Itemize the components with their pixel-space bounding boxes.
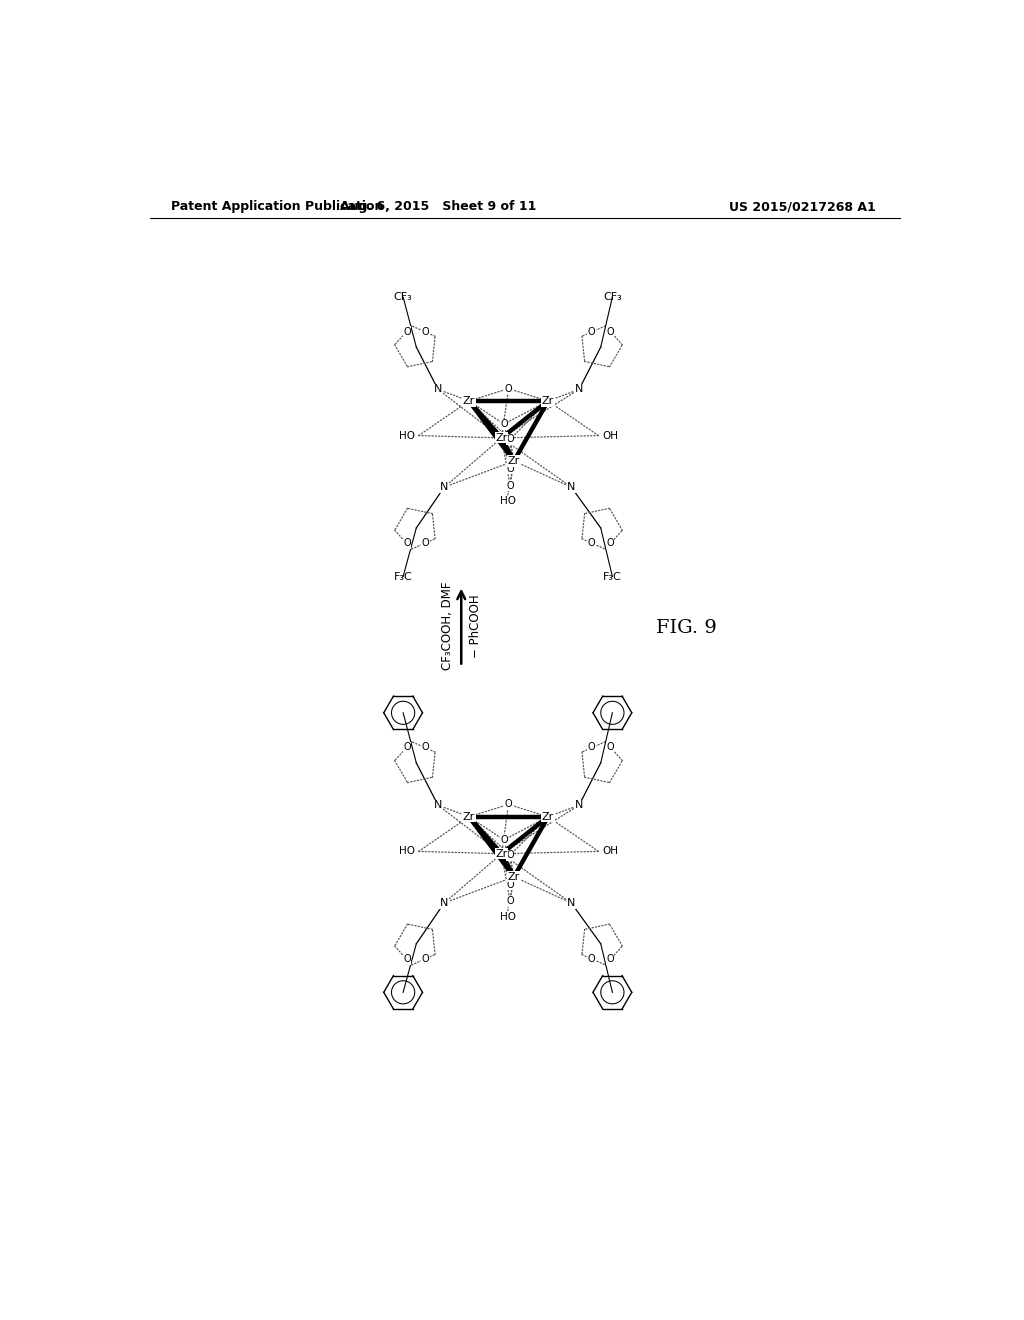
Text: N: N — [567, 482, 575, 492]
Text: O: O — [588, 539, 595, 548]
Text: F₃C: F₃C — [603, 572, 622, 582]
Text: O: O — [500, 418, 508, 429]
Text: O: O — [506, 850, 514, 861]
Text: N: N — [574, 384, 584, 395]
Text: O: O — [506, 463, 514, 474]
Text: US 2015/0217268 A1: US 2015/0217268 A1 — [729, 201, 876, 214]
Text: Zr: Zr — [496, 849, 508, 859]
Text: O: O — [606, 954, 613, 964]
Text: O: O — [403, 954, 411, 964]
Text: O: O — [606, 742, 613, 752]
Text: OH: OH — [602, 430, 618, 441]
Text: Zr: Zr — [463, 812, 475, 822]
Text: N: N — [440, 898, 449, 908]
Text: O: O — [506, 879, 514, 890]
Text: N: N — [574, 800, 584, 810]
Text: Aug. 6, 2015   Sheet 9 of 11: Aug. 6, 2015 Sheet 9 of 11 — [340, 201, 537, 214]
Text: O: O — [588, 954, 595, 964]
Text: O: O — [422, 539, 429, 548]
Text: N: N — [434, 384, 442, 395]
Text: Patent Application Publication: Patent Application Publication — [171, 201, 383, 214]
Text: O: O — [505, 800, 512, 809]
Text: O: O — [403, 326, 411, 337]
Text: N: N — [567, 898, 575, 908]
Text: N: N — [434, 800, 442, 810]
Text: Zr: Zr — [508, 871, 520, 882]
Text: O: O — [606, 539, 613, 548]
Text: O: O — [588, 742, 595, 752]
Text: O: O — [506, 434, 514, 445]
Text: N: N — [440, 482, 449, 492]
Text: O: O — [403, 539, 411, 548]
Text: HO: HO — [399, 430, 415, 441]
Text: HO: HO — [399, 846, 415, 857]
Text: − PhCOOH: − PhCOOH — [469, 594, 482, 657]
Text: CF₃: CF₃ — [394, 292, 413, 302]
Text: O: O — [500, 834, 508, 845]
Text: CF₃: CF₃ — [603, 292, 622, 302]
Text: O: O — [506, 896, 514, 907]
Text: FIG. 9: FIG. 9 — [655, 619, 717, 638]
Text: OH: OH — [602, 846, 618, 857]
Text: O: O — [422, 954, 429, 964]
Text: Zr: Zr — [542, 396, 554, 407]
Text: O: O — [588, 326, 595, 337]
Text: O: O — [506, 480, 514, 491]
Text: Zr: Zr — [508, 455, 520, 466]
Text: CF₃COOH, DMF: CF₃COOH, DMF — [440, 582, 454, 671]
Text: O: O — [505, 384, 512, 393]
Text: HO: HO — [500, 496, 516, 506]
Text: O: O — [403, 742, 411, 752]
Text: O: O — [422, 742, 429, 752]
Text: Zr: Zr — [463, 396, 475, 407]
Text: F₃C: F₃C — [394, 572, 413, 582]
Text: Zr: Zr — [496, 433, 508, 444]
Text: HO: HO — [500, 912, 516, 921]
Text: O: O — [606, 326, 613, 337]
Text: Zr: Zr — [542, 812, 554, 822]
Text: O: O — [422, 326, 429, 337]
